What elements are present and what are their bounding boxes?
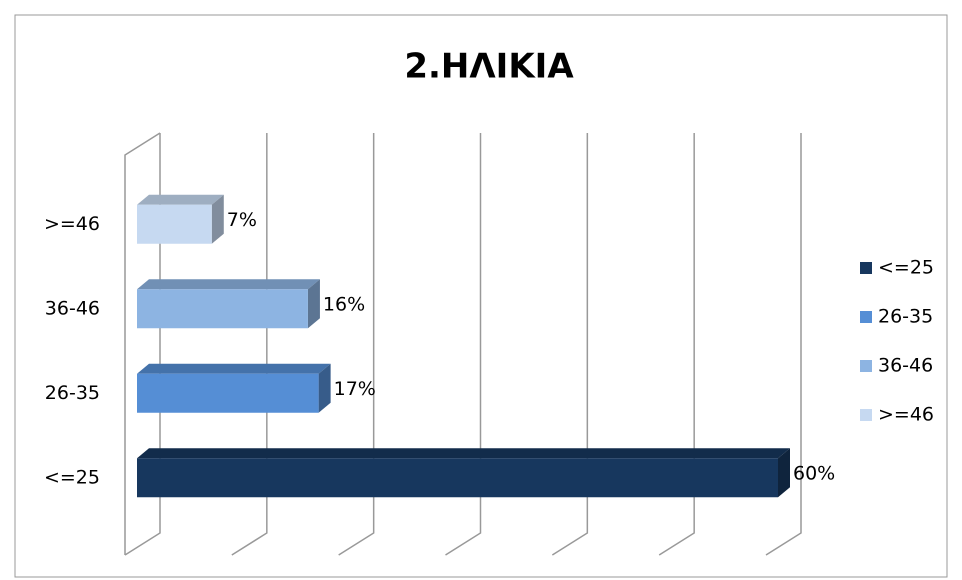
legend-swatch [860,311,872,323]
bar-top [137,279,320,290]
grid-line [124,133,161,556]
data-label: 17% [334,378,376,400]
y-tick-label: 26-35 [45,382,100,404]
y-tick-label: <=25 [44,466,100,488]
legend-label: 26-35 [878,306,933,328]
grid-line [231,133,268,556]
legend-label: >=46 [878,404,934,426]
bar-side [211,194,224,244]
data-label: 16% [323,293,365,315]
bar-top [137,363,331,374]
grid-line [765,133,802,556]
data-label: 7% [227,209,257,231]
chart-title: 2.ΗΛΙΚΙΑ [404,47,574,87]
grid-line [551,133,589,556]
grid-line [338,133,375,556]
y-tick-label: 36-46 [45,297,100,319]
data-label: 60% [793,462,835,484]
bar [137,289,308,329]
bar [137,204,212,244]
wall-edge [124,132,161,555]
bar-side [318,363,331,413]
bar [137,373,319,413]
legend-swatch [860,409,872,421]
bar [137,458,778,498]
y-tick-label: >=46 [44,213,100,235]
legend-label: <=25 [878,257,934,279]
bar-top [137,448,790,459]
grid-line [445,133,482,556]
legend-swatch [860,262,872,274]
bar-side [307,279,320,329]
legend-label: 36-46 [878,355,933,377]
legend-swatch [860,360,872,372]
grid-line [658,133,695,556]
bar-top [137,194,224,205]
bar-side [778,448,790,498]
